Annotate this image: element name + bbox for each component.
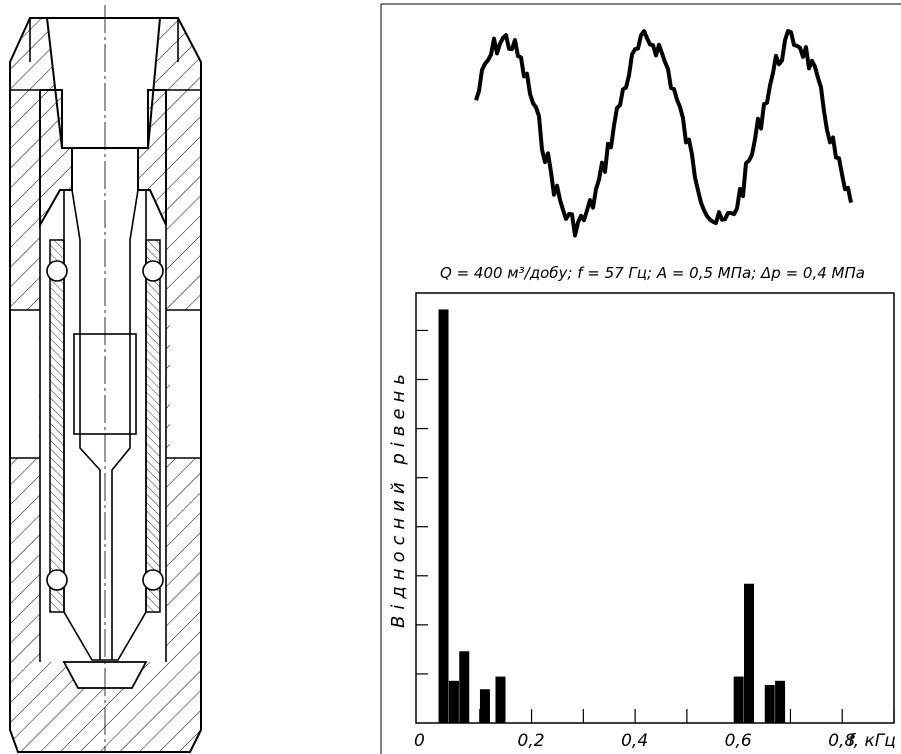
spectrum-bar bbox=[744, 583, 755, 723]
spectrum-bar bbox=[459, 651, 470, 723]
x-axis-label: f, кГц bbox=[848, 731, 896, 751]
cage-left-wall bbox=[49, 239, 65, 613]
spectrum-bar bbox=[775, 680, 786, 723]
spectrum-bar bbox=[438, 309, 449, 723]
device-cross-section bbox=[9, 5, 202, 753]
spectrum-bar bbox=[479, 689, 490, 723]
spectrum-bar bbox=[733, 676, 744, 723]
x-tick-label: 0 bbox=[414, 731, 425, 751]
spectrum-bar bbox=[764, 685, 775, 723]
ball-lower-right bbox=[142, 569, 164, 591]
x-tick-label: 0,2 bbox=[518, 731, 545, 751]
y-ticks bbox=[416, 329, 428, 675]
y-axis-label: Відносний рівень bbox=[388, 368, 409, 628]
bars bbox=[438, 309, 786, 723]
cage-right-wall bbox=[145, 239, 161, 613]
outer-body bbox=[9, 17, 202, 753]
ball-upper-right bbox=[142, 260, 164, 282]
spectrum-chart: 0 0,2 0,4 0,6 0,8 Відносний рівень f, кГц bbox=[388, 292, 896, 751]
x-tick-label: 0,4 bbox=[621, 731, 648, 751]
x-tick-label: 0,6 bbox=[725, 731, 752, 751]
ball-upper-left bbox=[46, 260, 68, 282]
condition-caption: Q = 400 м³/добу; f = 57 Гц; A = 0,5 МПа;… bbox=[440, 264, 865, 282]
x-tick-label: 0,8 bbox=[828, 731, 855, 751]
ball-lower-left bbox=[46, 569, 68, 591]
chart-frame bbox=[415, 292, 895, 724]
spectrum-bar bbox=[495, 676, 506, 723]
pressure-waveform bbox=[474, 29, 853, 238]
spectrum-bar bbox=[448, 680, 459, 723]
inner-tube bbox=[10, 18, 201, 662]
